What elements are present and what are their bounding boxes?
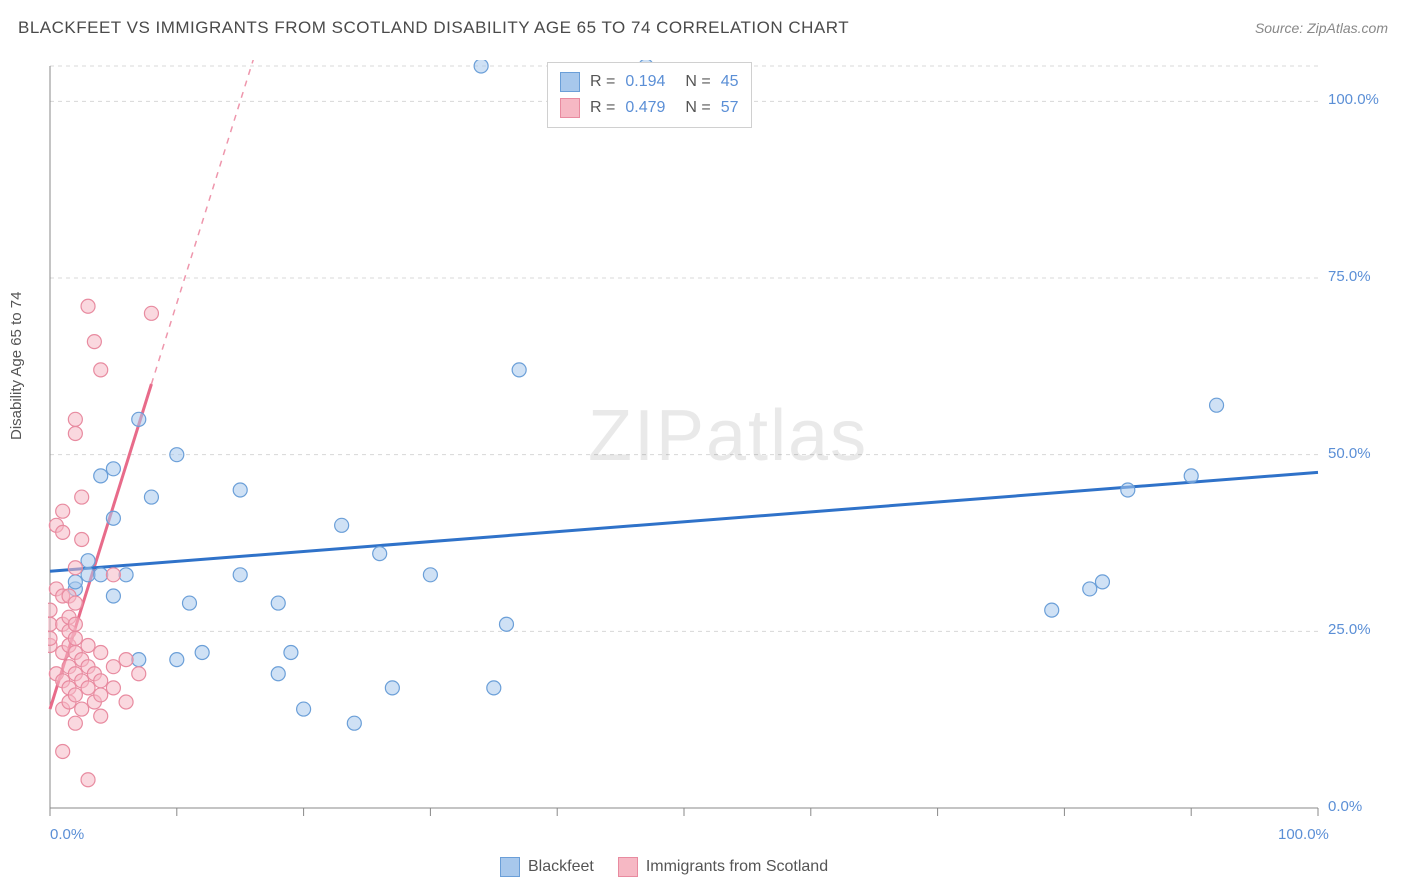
source-attribution: Source: ZipAtlas.com [1255,20,1388,36]
series-legend: Blackfeet Immigrants from Scotland [500,857,828,877]
legend-n-label: N = [685,73,710,91]
x-tick-label: 0.0% [50,826,84,843]
legend-swatch [500,857,520,877]
chart-canvas [48,60,1358,820]
legend-series-name: Immigrants from Scotland [646,858,828,876]
legend-swatch [560,98,580,118]
legend-r-label: R = [590,73,615,91]
chart-header: BLACKFEET VS IMMIGRANTS FROM SCOTLAND DI… [18,18,1388,38]
y-tick-label: 50.0% [1328,445,1371,462]
chart-title: BLACKFEET VS IMMIGRANTS FROM SCOTLAND DI… [18,18,849,38]
y-tick-label: 0.0% [1328,798,1362,815]
x-tick-label: 100.0% [1278,826,1329,843]
y-tick-label: 75.0% [1328,268,1371,285]
legend-series-item: Blackfeet [500,857,594,877]
y-tick-label: 25.0% [1328,621,1371,638]
legend-series-name: Blackfeet [528,858,594,876]
legend-swatch [560,72,580,92]
legend-r-value: 0.479 [625,99,665,117]
legend-n-value: 57 [721,99,739,117]
legend-n-value: 45 [721,73,739,91]
legend-r-label: R = [590,99,615,117]
scatter-plot [48,60,1358,820]
y-axis-label: Disability Age 65 to 74 [8,292,25,440]
legend-r-value: 0.194 [625,73,665,91]
legend-n-label: N = [685,99,710,117]
y-tick-label: 100.0% [1328,91,1379,108]
legend-stat-row: R = 0.479 N = 57 [560,95,739,121]
legend-series-item: Immigrants from Scotland [618,857,828,877]
source-label: Source: [1255,20,1307,36]
legend-swatch [618,857,638,877]
correlation-legend: R = 0.194 N = 45 R = 0.479 N = 57 [547,62,752,128]
source-name: ZipAtlas.com [1307,20,1388,36]
legend-stat-row: R = 0.194 N = 45 [560,69,739,95]
